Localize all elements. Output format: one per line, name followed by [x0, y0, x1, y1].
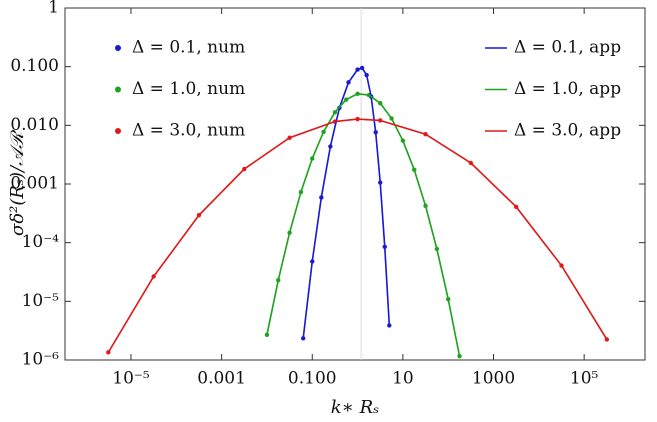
- legend-label: Δ = 0.1, app: [514, 38, 621, 58]
- legend-label: Δ = 0.1, num: [132, 38, 245, 58]
- x-tick-label: 10⁻⁵: [112, 369, 150, 389]
- series-line-num: [302, 67, 390, 339]
- plot-area: [106, 65, 610, 359]
- legend-label: Δ = 3.0, app: [514, 121, 621, 141]
- y-tick-label: 10⁻⁴: [22, 232, 60, 252]
- y-tick-label: 0.001: [10, 174, 59, 194]
- legend-label: Δ = 1.0, num: [132, 79, 245, 99]
- y-tick-label: 10⁻⁶: [22, 350, 60, 370]
- y-axis-label: σδ²(Rₛ)/𝒜ℛ: [7, 129, 28, 236]
- series-line-app: [266, 92, 461, 357]
- legend-marker: [115, 128, 121, 134]
- y-tick-label: 0.010: [10, 115, 59, 135]
- legend-label: Δ = 3.0, num: [132, 121, 245, 141]
- x-tick-label: 10: [392, 369, 414, 389]
- y-tick-label: 10⁻⁵: [22, 291, 60, 311]
- x-tick-label: 1000: [472, 369, 515, 389]
- series-line-app: [107, 118, 608, 353]
- x-axis-label: k∗ Rₛ: [331, 397, 379, 418]
- legend-marker: [115, 45, 121, 51]
- x-tick-label: 0.001: [197, 369, 246, 389]
- legend-label: Δ = 1.0, app: [514, 79, 621, 99]
- x-tick-label: 0.100: [288, 369, 337, 389]
- y-tick-label: 0.100: [10, 56, 59, 76]
- legend-marker: [115, 86, 121, 93]
- series-line-app: [302, 67, 391, 339]
- y-tick-label: 1: [48, 0, 59, 18]
- plot-frame: [64, 7, 646, 361]
- x-tick-label: 10⁵: [570, 369, 599, 389]
